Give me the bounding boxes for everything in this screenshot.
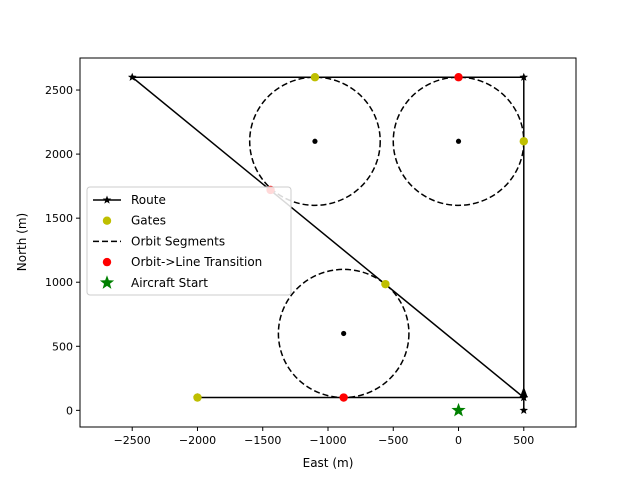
x-axis-label: East (m)	[303, 456, 354, 470]
x-tick-label: −2500	[114, 434, 151, 447]
aircraft-heading-arrow	[519, 386, 528, 398]
legend-box	[86, 186, 292, 296]
legend-label: Gates	[131, 214, 166, 228]
legend-star-swatch	[99, 275, 115, 289]
route-waypoint-marker-4	[127, 72, 137, 81]
gate-marker-4	[193, 393, 202, 402]
legend-route-star-swatch	[102, 195, 112, 204]
route-waypoint-marker-1	[519, 405, 529, 414]
orbit-circle-1	[248, 76, 381, 207]
transition-marker-3	[339, 393, 348, 402]
x-tick-label: −500	[378, 434, 408, 447]
legend-dot-swatch	[102, 216, 112, 225]
y-tick-label: 500	[52, 340, 73, 353]
legend-label: Orbit Segments	[131, 234, 225, 248]
gate-marker-1	[310, 73, 320, 82]
y-axis-label: North (m)	[15, 213, 29, 271]
legend: Route Gates Orbit Segments Orbit->Line Tran…	[86, 186, 292, 296]
y-tick-label: 2000	[45, 148, 73, 161]
y-tick-label: 0	[66, 404, 73, 417]
y-tick-label: 1500	[45, 212, 73, 225]
legend-label: Orbit->Line Transition	[131, 255, 262, 269]
orbit-center-3	[341, 330, 347, 337]
x-axis-ticks: −2500 −2000 −1500 −1000 −500 0 500	[114, 427, 534, 447]
x-tick-label: −2000	[179, 434, 216, 447]
orbit-center-2	[455, 138, 462, 144]
legend-label: Aircraft Start	[131, 276, 208, 290]
x-tick-label: 0	[455, 434, 462, 447]
orbit-center-1	[312, 138, 318, 144]
gate-marker-3	[381, 279, 390, 289]
x-tick-label: 500	[513, 434, 534, 447]
x-tick-label: −1500	[244, 434, 281, 447]
y-tick-label: 1000	[45, 276, 73, 289]
aircraft-start-marker	[451, 402, 466, 417]
y-axis-ticks: 0 500 1000 1500 2000 2500	[45, 84, 80, 417]
route-line	[130, 76, 526, 411]
legend-dot-swatch	[102, 257, 112, 267]
transition-marker-1	[454, 73, 463, 82]
legend-label: Route	[131, 193, 166, 207]
x-tick-label: −1000	[309, 434, 346, 447]
y-tick-label: 2500	[45, 84, 73, 97]
gate-marker-2	[519, 137, 528, 146]
route-waypoint-marker-3	[519, 72, 529, 81]
